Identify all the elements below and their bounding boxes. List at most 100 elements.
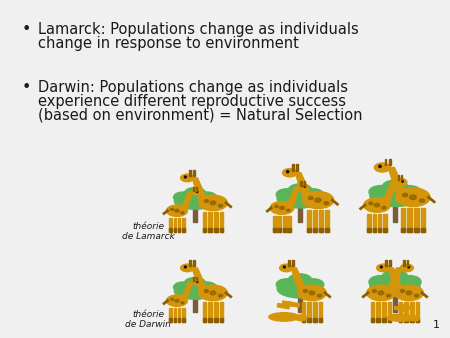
- Bar: [196, 187, 197, 191]
- Bar: [283, 216, 286, 232]
- Bar: [214, 228, 218, 232]
- Ellipse shape: [402, 180, 403, 182]
- Ellipse shape: [372, 290, 377, 292]
- Bar: [393, 287, 397, 312]
- Ellipse shape: [410, 316, 419, 321]
- Bar: [404, 318, 408, 322]
- Ellipse shape: [378, 291, 384, 295]
- Ellipse shape: [269, 313, 299, 321]
- Ellipse shape: [369, 275, 392, 288]
- Ellipse shape: [276, 279, 297, 290]
- Ellipse shape: [374, 203, 380, 207]
- Bar: [399, 304, 409, 309]
- Ellipse shape: [387, 314, 413, 321]
- Bar: [220, 302, 223, 322]
- Bar: [169, 228, 172, 232]
- Ellipse shape: [284, 266, 285, 268]
- Ellipse shape: [275, 205, 278, 208]
- Ellipse shape: [403, 193, 408, 197]
- Ellipse shape: [387, 294, 391, 297]
- Bar: [214, 318, 218, 322]
- Ellipse shape: [370, 276, 420, 296]
- Ellipse shape: [218, 294, 223, 297]
- Bar: [407, 260, 408, 266]
- Ellipse shape: [174, 282, 193, 292]
- Bar: [178, 308, 180, 322]
- Bar: [169, 318, 172, 322]
- Bar: [288, 228, 291, 232]
- Bar: [277, 304, 289, 309]
- Ellipse shape: [184, 266, 186, 268]
- Ellipse shape: [374, 163, 390, 172]
- Ellipse shape: [180, 174, 194, 182]
- Ellipse shape: [370, 187, 420, 207]
- Bar: [393, 196, 397, 222]
- Ellipse shape: [174, 192, 193, 202]
- Bar: [397, 175, 399, 180]
- Ellipse shape: [277, 280, 323, 298]
- Bar: [202, 228, 207, 232]
- Text: change in response to environment: change in response to environment: [38, 36, 299, 51]
- Ellipse shape: [181, 302, 184, 304]
- Bar: [214, 212, 218, 232]
- Bar: [389, 260, 391, 266]
- Ellipse shape: [303, 279, 324, 290]
- Bar: [400, 228, 405, 232]
- Bar: [307, 302, 311, 322]
- Bar: [193, 260, 194, 266]
- Ellipse shape: [367, 285, 395, 301]
- Ellipse shape: [166, 295, 188, 307]
- Bar: [278, 216, 281, 232]
- Ellipse shape: [276, 189, 297, 200]
- Bar: [313, 318, 317, 322]
- Ellipse shape: [210, 291, 216, 295]
- Bar: [376, 318, 380, 322]
- Text: Darwin: Populations change as individuals: Darwin: Populations change as individual…: [38, 80, 348, 95]
- Ellipse shape: [298, 184, 309, 190]
- Bar: [313, 228, 317, 232]
- Ellipse shape: [199, 195, 227, 211]
- Bar: [182, 308, 184, 322]
- Bar: [414, 228, 418, 232]
- Bar: [174, 228, 176, 232]
- Ellipse shape: [303, 189, 324, 200]
- Bar: [373, 214, 376, 232]
- Ellipse shape: [197, 191, 198, 192]
- Ellipse shape: [400, 264, 414, 272]
- Text: •: •: [22, 80, 32, 95]
- Ellipse shape: [410, 195, 416, 199]
- Ellipse shape: [198, 282, 216, 292]
- Ellipse shape: [175, 283, 216, 299]
- Bar: [367, 228, 371, 232]
- Bar: [319, 210, 323, 232]
- Polygon shape: [192, 268, 207, 289]
- Ellipse shape: [303, 290, 307, 292]
- Bar: [385, 159, 387, 165]
- Ellipse shape: [380, 266, 382, 268]
- Bar: [174, 308, 176, 322]
- Ellipse shape: [279, 207, 284, 210]
- Bar: [302, 318, 306, 322]
- Bar: [399, 302, 402, 322]
- Bar: [399, 318, 402, 322]
- Ellipse shape: [218, 204, 223, 207]
- Bar: [385, 260, 387, 266]
- Text: Lamarck: Populations change as individuals: Lamarck: Populations change as individua…: [38, 22, 359, 37]
- Ellipse shape: [302, 192, 334, 209]
- Ellipse shape: [379, 165, 381, 168]
- Bar: [288, 260, 290, 266]
- Bar: [302, 302, 306, 322]
- Bar: [282, 301, 295, 306]
- Ellipse shape: [180, 264, 194, 272]
- Ellipse shape: [395, 178, 407, 186]
- Bar: [383, 228, 387, 232]
- Ellipse shape: [175, 209, 179, 212]
- Bar: [178, 218, 180, 232]
- Bar: [306, 228, 311, 232]
- Bar: [292, 260, 293, 266]
- Bar: [174, 218, 176, 232]
- Ellipse shape: [382, 180, 408, 195]
- Ellipse shape: [283, 169, 297, 177]
- Ellipse shape: [377, 264, 390, 272]
- Ellipse shape: [396, 188, 430, 207]
